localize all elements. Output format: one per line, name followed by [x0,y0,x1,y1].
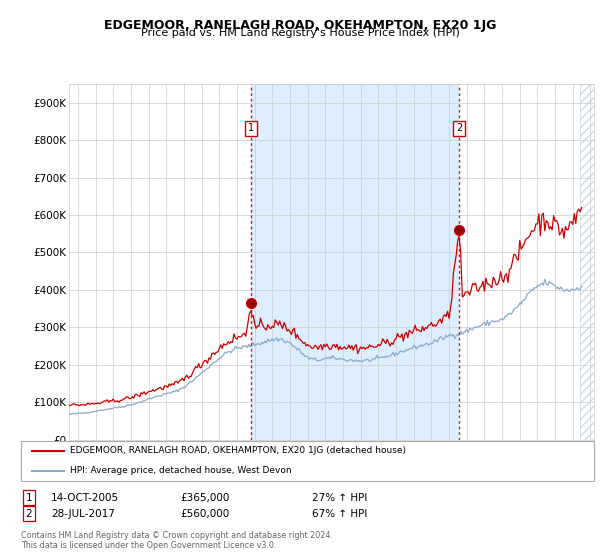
Text: Contains HM Land Registry data © Crown copyright and database right 2024.
This d: Contains HM Land Registry data © Crown c… [21,530,333,550]
Text: £560,000: £560,000 [180,508,229,519]
Text: 1: 1 [248,123,254,133]
FancyBboxPatch shape [21,441,594,481]
Text: 2: 2 [25,508,32,519]
Text: 14-OCT-2005: 14-OCT-2005 [51,493,119,503]
Text: EDGEMOOR, RANELAGH ROAD, OKEHAMPTON, EX20 1JG: EDGEMOOR, RANELAGH ROAD, OKEHAMPTON, EX2… [104,19,496,32]
Text: HPI: Average price, detached house, West Devon: HPI: Average price, detached house, West… [70,466,292,475]
Text: £365,000: £365,000 [180,493,229,503]
Bar [580,84,599,440]
Text: 28-JUL-2017: 28-JUL-2017 [51,508,115,519]
Text: 1: 1 [25,493,32,503]
Text: Price paid vs. HM Land Registry's House Price Index (HPI): Price paid vs. HM Land Registry's House … [140,28,460,38]
Text: 27% ↑ HPI: 27% ↑ HPI [312,493,367,503]
Text: 2: 2 [456,123,462,133]
Bar [251,84,459,440]
Text: EDGEMOOR, RANELAGH ROAD, OKEHAMPTON, EX20 1JG (detached house): EDGEMOOR, RANELAGH ROAD, OKEHAMPTON, EX2… [70,446,406,455]
Text: 67% ↑ HPI: 67% ↑ HPI [312,508,367,519]
